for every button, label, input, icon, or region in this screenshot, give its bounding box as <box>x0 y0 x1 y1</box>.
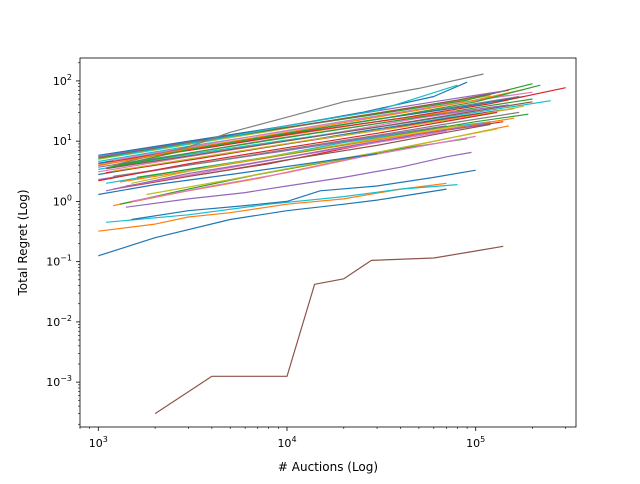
series-line-42 <box>98 111 498 182</box>
series-line-30 <box>106 87 566 163</box>
series-line-6 <box>125 151 472 208</box>
series-line-2 <box>98 188 447 257</box>
axis-layer: 103 104 105 10−3 10−2 10−1 100 101 102 <box>46 62 567 450</box>
series-line-13 <box>125 123 491 187</box>
series-line-22 <box>113 105 525 172</box>
x-axis-label: # Auctions (Log) <box>278 460 378 474</box>
y-tick-label: 100 <box>53 193 72 208</box>
series-line-43 <box>131 125 458 184</box>
series-line-9 <box>131 135 476 202</box>
series-line-26 <box>113 98 533 168</box>
plot-frame <box>79 57 577 428</box>
series-line-45 <box>105 122 491 192</box>
y-tick-label: 101 <box>53 133 72 148</box>
series-line-35 <box>98 89 510 158</box>
series-line-24 <box>106 101 533 170</box>
series-line-11 <box>98 153 378 196</box>
series-line-5 <box>131 169 476 221</box>
series-line-41 <box>105 84 541 169</box>
y-axis-label: Total Regret (Log) <box>16 189 30 296</box>
y-tick-label: 10−3 <box>46 374 72 389</box>
series-line-18 <box>113 111 520 177</box>
series-layer <box>98 73 566 415</box>
series-line-40 <box>98 88 525 167</box>
series-line-4 <box>106 184 458 223</box>
series-line-1 <box>154 245 504 415</box>
series-line-39 <box>113 73 484 166</box>
x-tick-label: 104 <box>277 435 296 450</box>
y-tick-label: 10−1 <box>46 254 72 269</box>
x-tick-label: 105 <box>466 435 485 450</box>
series-line-38 <box>113 84 458 157</box>
x-tick-label: 103 <box>89 435 108 450</box>
y-tick-label: 102 <box>53 73 72 88</box>
y-tick-label: 10−2 <box>46 314 72 329</box>
